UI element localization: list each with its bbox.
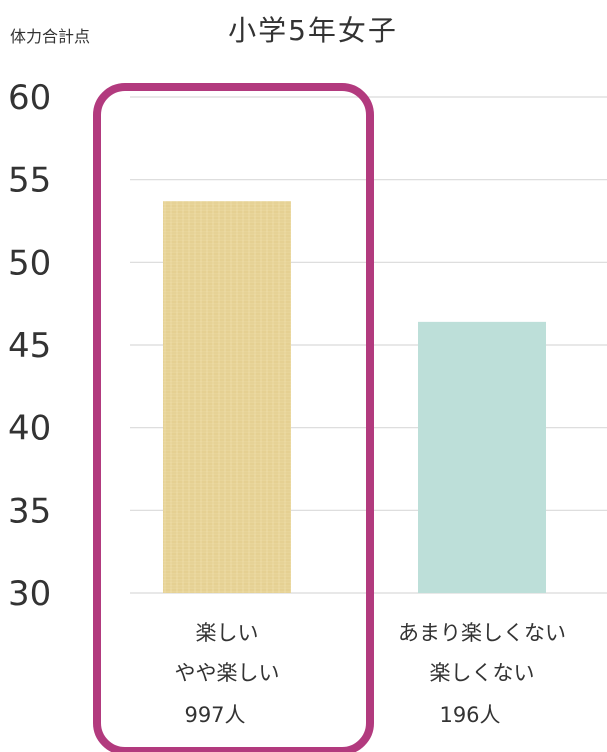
y-tick-label: 45: [8, 326, 51, 366]
category-count-label: 997人: [184, 703, 245, 727]
y-tick-label: 30: [8, 574, 51, 614]
bar-1: [163, 201, 291, 593]
bars: [163, 201, 546, 593]
y-tick-label: 60: [8, 78, 51, 118]
category-count-label: 196人: [439, 703, 500, 727]
bar-2: [418, 321, 546, 593]
category-label-line: あまり楽しくない: [398, 621, 566, 645]
y-axis-label: 体力合計点: [10, 27, 90, 46]
y-tick-label: 55: [8, 161, 51, 201]
y-axis-ticks: 60 55 50 45 40 35 30: [8, 78, 51, 614]
category-label-line: やや楽しい: [175, 661, 280, 685]
y-tick-label: 35: [8, 491, 51, 531]
y-tick-label: 40: [8, 409, 51, 449]
category-label-line: 楽しい: [196, 621, 259, 645]
chart-title: 小学5年女子: [228, 14, 398, 47]
y-tick-label: 50: [8, 243, 51, 283]
highlight-border: [93, 83, 374, 752]
category-label-line: 楽しくない: [430, 661, 535, 685]
